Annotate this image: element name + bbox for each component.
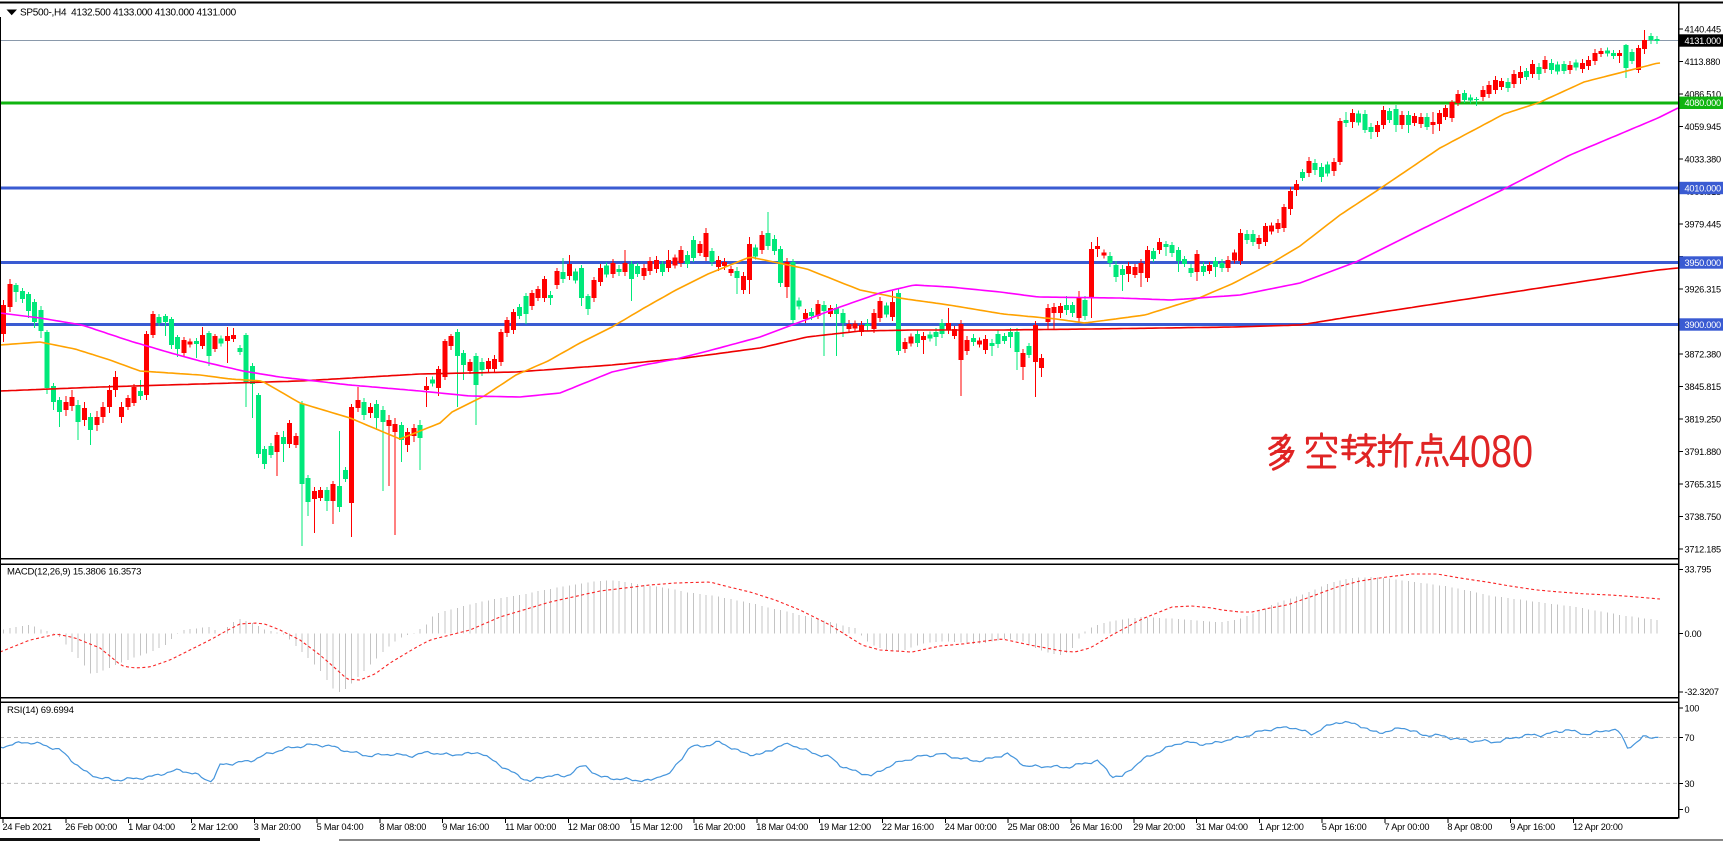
svg-text:-32.3207: -32.3207 (1685, 687, 1719, 697)
svg-text:0.00: 0.00 (1685, 629, 1702, 639)
svg-text:SP500-,H4 4132.500 4133.000 4: SP500-,H4 4132.500 4133.000 4130.000 413… (20, 8, 237, 19)
svg-text:3 Mar 20:00: 3 Mar 20:00 (254, 822, 301, 832)
svg-text:11 Mar 00:00: 11 Mar 00:00 (505, 822, 556, 832)
svg-text:2 Mar 12:00: 2 Mar 12:00 (191, 822, 238, 832)
svg-text:1 Mar 04:00: 1 Mar 04:00 (128, 822, 175, 832)
svg-text:24 Feb 2021: 24 Feb 2021 (3, 822, 52, 832)
svg-text:8 Apr 08:00: 8 Apr 08:00 (1447, 822, 1492, 832)
svg-text:100: 100 (1685, 703, 1700, 713)
svg-text:3712.185: 3712.185 (1685, 545, 1721, 555)
svg-text:4080: 4080 (1449, 426, 1533, 477)
svg-text:70: 70 (1685, 733, 1695, 743)
svg-text:3872.380: 3872.380 (1685, 350, 1721, 360)
svg-text:33.795: 33.795 (1685, 564, 1712, 574)
svg-text:3900.000: 3900.000 (1685, 320, 1721, 330)
svg-text:1 Apr 12:00: 1 Apr 12:00 (1259, 822, 1304, 832)
svg-text:0: 0 (1685, 805, 1690, 815)
svg-text:31 Mar 04:00: 31 Mar 04:00 (1196, 822, 1248, 832)
svg-text:5 Apr 16:00: 5 Apr 16:00 (1322, 822, 1367, 832)
svg-text:4010.000: 4010.000 (1685, 183, 1721, 193)
svg-text:4086.510: 4086.510 (1685, 90, 1721, 100)
svg-text:8 Mar 08:00: 8 Mar 08:00 (379, 822, 426, 832)
svg-text:12 Apr 20:00: 12 Apr 20:00 (1573, 822, 1623, 832)
svg-text:16 Mar 20:00: 16 Mar 20:00 (694, 822, 746, 832)
svg-text:24 Mar 00:00: 24 Mar 00:00 (945, 822, 997, 832)
svg-text:3845.815: 3845.815 (1685, 382, 1721, 392)
svg-text:9 Apr 16:00: 9 Apr 16:00 (1510, 822, 1555, 832)
svg-text:4113.880: 4113.880 (1685, 57, 1721, 67)
svg-text:4059.945: 4059.945 (1685, 122, 1721, 132)
svg-text:3765.315: 3765.315 (1685, 480, 1721, 490)
svg-text:3979.445: 3979.445 (1685, 220, 1721, 230)
svg-text:7 Apr 00:00: 7 Apr 00:00 (1385, 822, 1430, 832)
svg-text:3791.880: 3791.880 (1685, 447, 1721, 457)
svg-text:9 Mar 16:00: 9 Mar 16:00 (442, 822, 489, 832)
svg-text:26 Mar 16:00: 26 Mar 16:00 (1070, 822, 1122, 832)
svg-text:18 Mar 04:00: 18 Mar 04:00 (756, 822, 808, 832)
svg-text:3950.000: 3950.000 (1685, 258, 1721, 268)
svg-text:RSI(14) 69.6994: RSI(14) 69.6994 (7, 705, 74, 716)
svg-text:12 Mar 08:00: 12 Mar 08:00 (568, 822, 620, 832)
svg-text:3738.750: 3738.750 (1685, 512, 1721, 522)
svg-text:5 Mar 04:00: 5 Mar 04:00 (317, 822, 364, 832)
svg-text:26 Feb 00:00: 26 Feb 00:00 (65, 822, 117, 832)
svg-text:29 Mar 20:00: 29 Mar 20:00 (1133, 822, 1185, 832)
svg-text:19 Mar 12:00: 19 Mar 12:00 (819, 822, 871, 832)
svg-text:3926.315: 3926.315 (1685, 285, 1721, 295)
svg-text:4033.380: 4033.380 (1685, 155, 1721, 165)
svg-text:4131.000: 4131.000 (1685, 36, 1721, 46)
svg-text:4080.000: 4080.000 (1685, 98, 1721, 108)
svg-text:MACD(12,26,9) 15.3806 16.3573: MACD(12,26,9) 15.3806 16.3573 (7, 567, 141, 578)
svg-text:15 Mar 12:00: 15 Mar 12:00 (631, 822, 683, 832)
svg-text:30: 30 (1685, 779, 1695, 789)
svg-text:22 Mar 16:00: 22 Mar 16:00 (882, 822, 934, 832)
svg-text:25 Mar 08:00: 25 Mar 08:00 (1008, 822, 1060, 832)
svg-text:4140.445: 4140.445 (1685, 25, 1721, 35)
svg-text:3819.250: 3819.250 (1685, 415, 1721, 425)
